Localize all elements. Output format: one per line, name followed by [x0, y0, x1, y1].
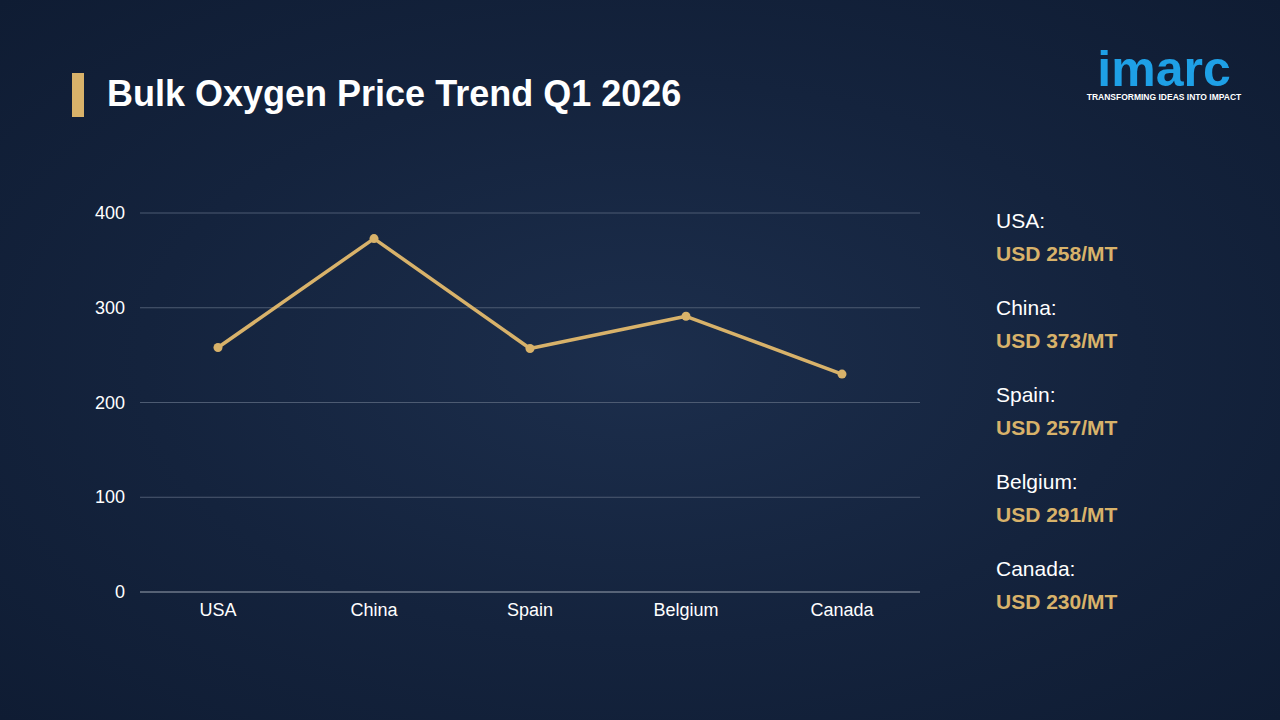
y-tick-label: 300 [95, 298, 125, 318]
point [838, 370, 847, 379]
side-country: Belgium: [996, 470, 1078, 493]
side-country: Spain: [996, 383, 1056, 406]
side-price: USD 230/MT [996, 590, 1118, 613]
point [526, 344, 535, 353]
side-country: China: [996, 296, 1057, 319]
x-tick-label: Canada [810, 600, 874, 620]
x-tick-label: Spain [507, 600, 553, 620]
title: Bulk Oxygen Price Trend Q1 2026 [107, 73, 681, 114]
point [370, 234, 379, 243]
side-price: USD 291/MT [996, 503, 1118, 526]
x-tick-label: China [350, 600, 398, 620]
side-price: USD 258/MT [996, 242, 1118, 265]
grid-line [140, 497, 920, 498]
y-tick-label: 200 [95, 393, 125, 413]
side-country: Canada: [996, 557, 1075, 580]
title-accent [72, 73, 84, 117]
y-tick-label: 0 [115, 582, 125, 602]
x-tick-label: USA [199, 600, 236, 620]
x-tick-label: Belgium [653, 600, 718, 620]
y-tick-label: 100 [95, 487, 125, 507]
y-tick-label: 400 [95, 203, 125, 223]
point [682, 312, 691, 321]
grid-line [140, 402, 920, 403]
price-line [218, 239, 842, 374]
series [214, 234, 847, 378]
grid-line [140, 307, 920, 308]
point [214, 343, 223, 352]
side-price: USD 373/MT [996, 329, 1118, 352]
grid [140, 213, 920, 592]
side-price: USD 257/MT [996, 416, 1118, 439]
chart-root: Bulk Oxygen Price Trend Q1 2026 imarcTRAN… [0, 0, 1280, 720]
axis-line [140, 592, 920, 593]
logo: imarc [1097, 41, 1230, 97]
grid-line [140, 213, 920, 214]
side-country: USA: [996, 209, 1045, 232]
logo-tagline: TRANSFORMING IDEAS INTO IMPACT [1087, 92, 1242, 102]
